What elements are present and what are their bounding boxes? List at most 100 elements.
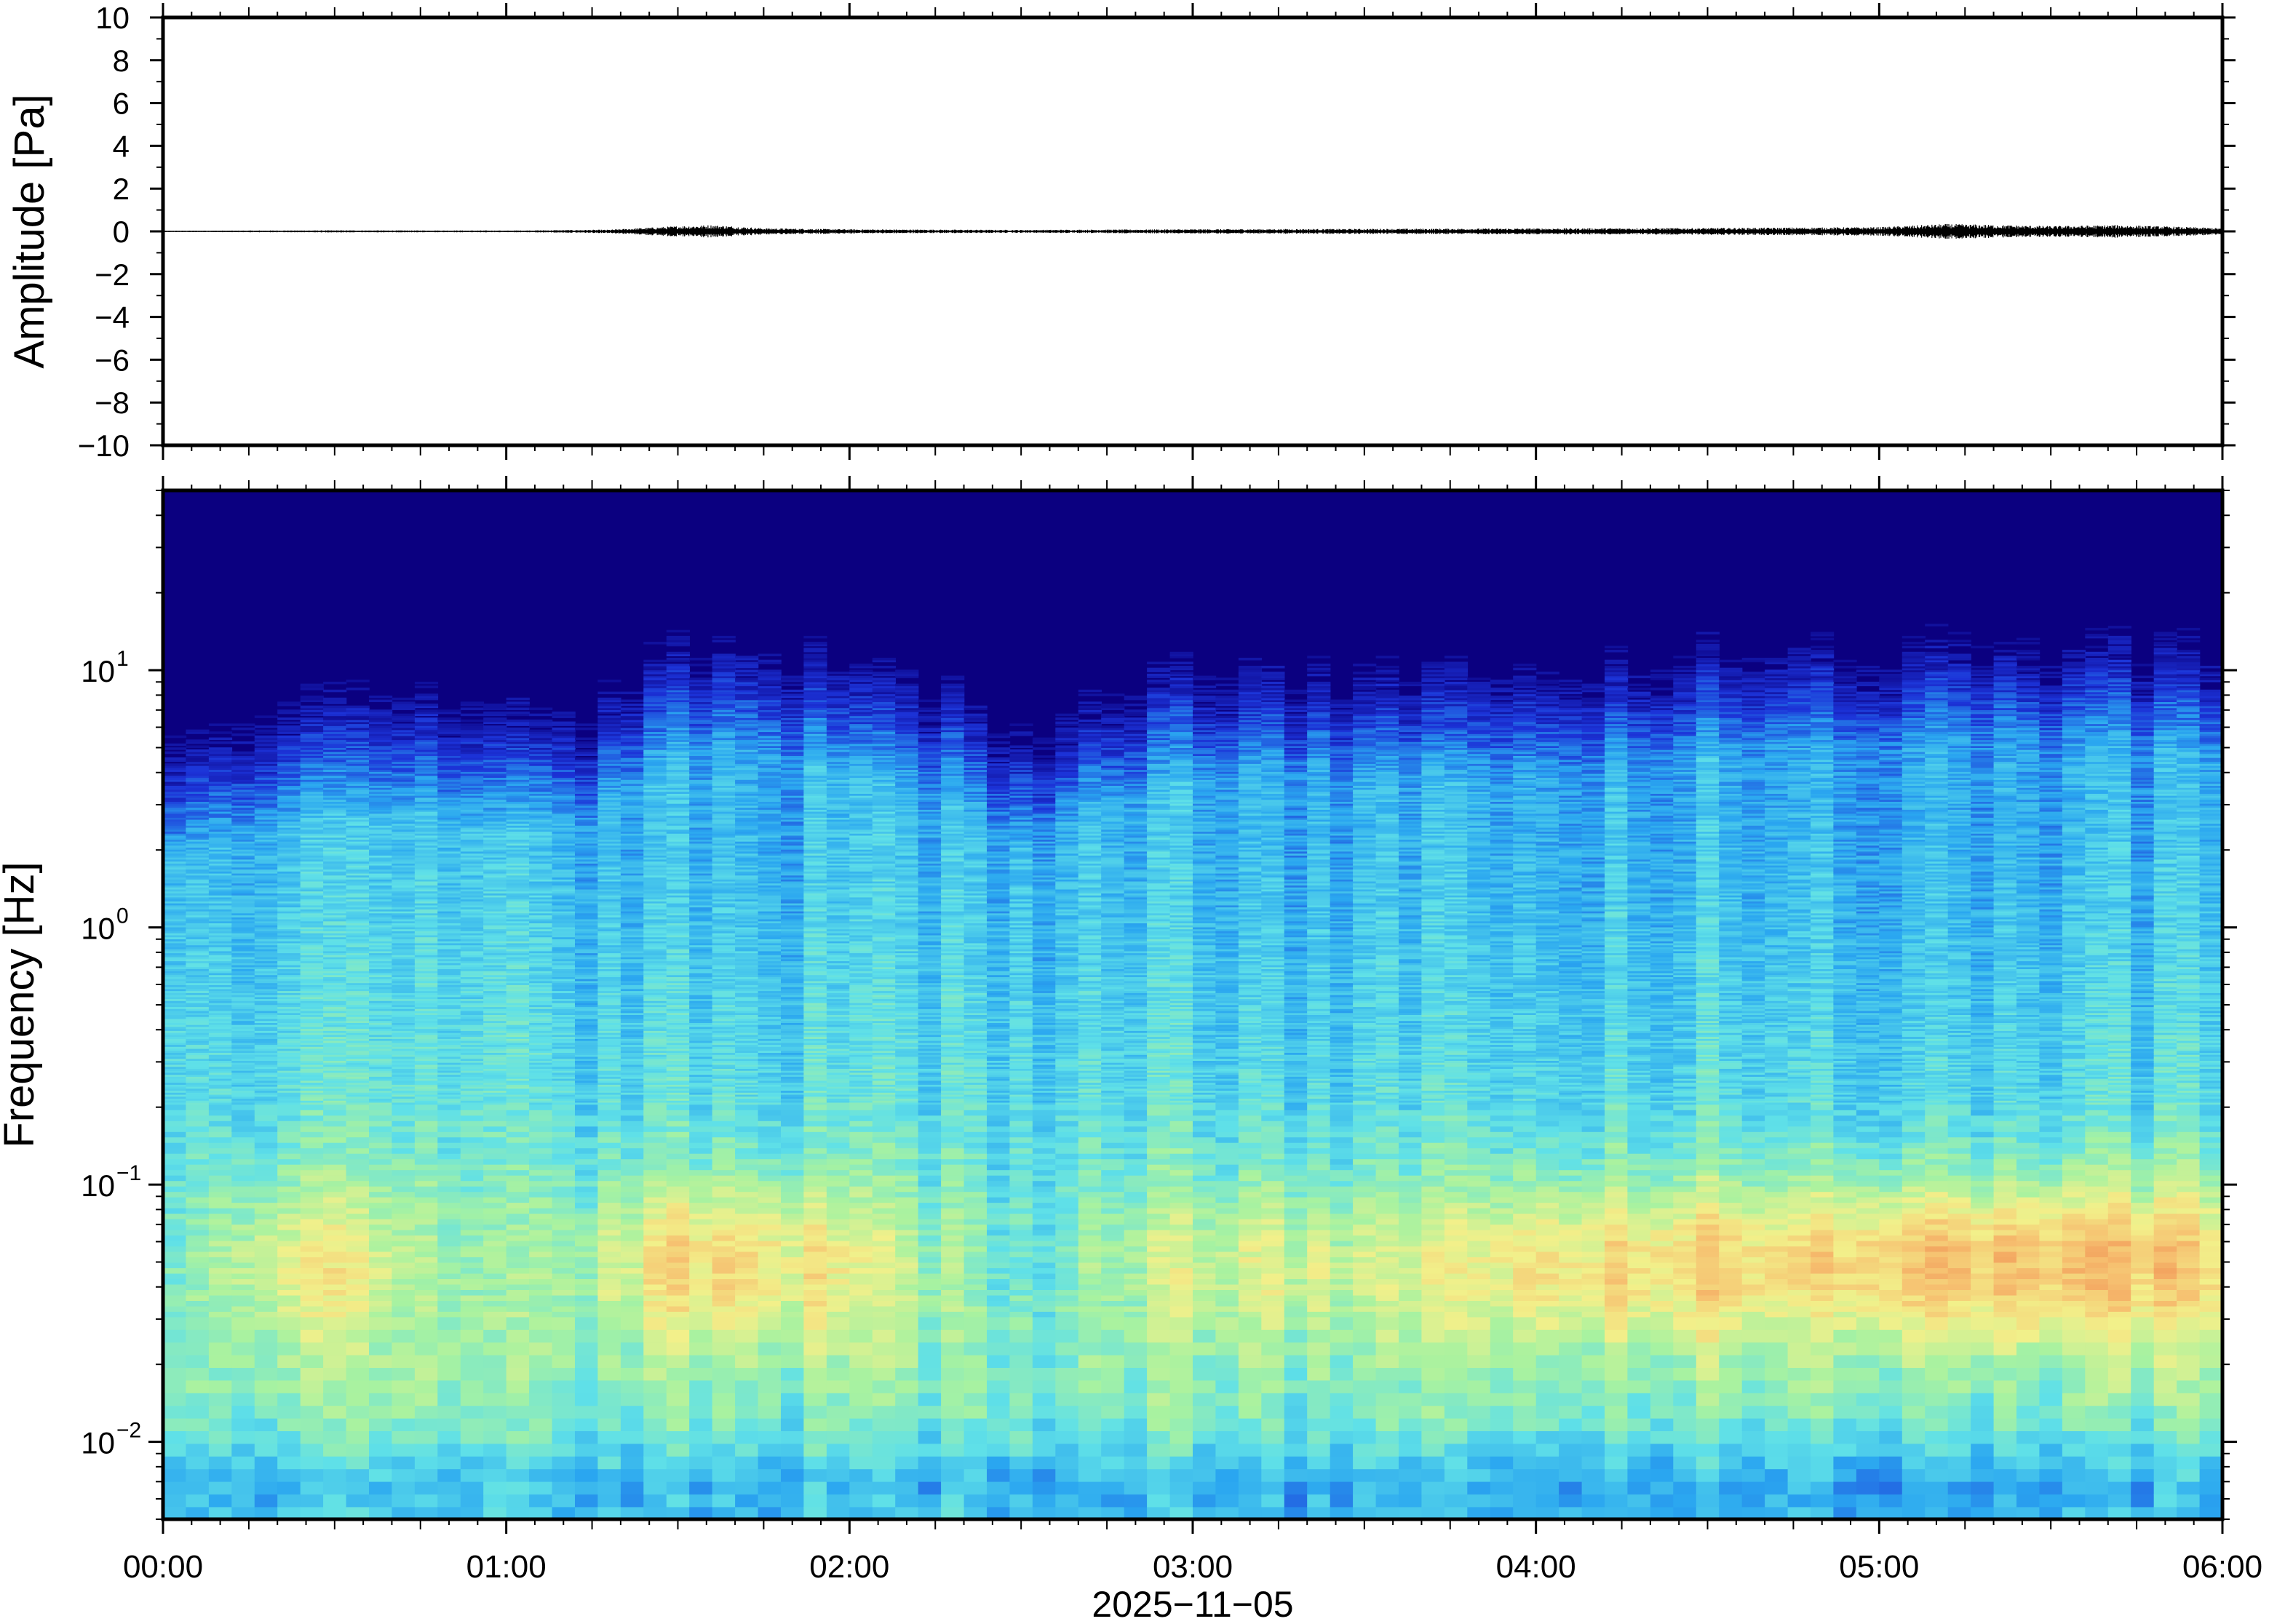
- spectrogram-cell: [460, 1213, 484, 1219]
- spectrogram-cell: [575, 1163, 599, 1171]
- spectrogram-cell: [277, 1405, 301, 1419]
- spectrogram-cell: [277, 1153, 301, 1160]
- spectrogram-cell: [277, 1443, 301, 1457]
- spectrogram-cell: [208, 1305, 233, 1312]
- spectrogram-cell: [506, 1202, 530, 1209]
- spectrogram-cell: [163, 1121, 187, 1127]
- spectrogram-cell: [392, 1367, 416, 1381]
- spectrogram-cell: [575, 1153, 599, 1160]
- spectrogram-cell: [277, 1430, 301, 1444]
- spectrogram-cell: [163, 1367, 187, 1381]
- spectrogram-cell: [163, 1380, 187, 1393]
- spectrogram-cell: [597, 1126, 621, 1132]
- spectrogram-cell: [552, 1185, 576, 1193]
- spectrogram-cell: [506, 1481, 530, 1494]
- spectrogram-cell: [163, 1142, 187, 1149]
- spectrogram-cell: [300, 1329, 324, 1343]
- spectrogram-cell: [369, 1289, 393, 1296]
- spectrogram-cell: [392, 1174, 416, 1182]
- spectrogram-cell: [506, 1240, 530, 1247]
- spectrogram-cell: [323, 1218, 347, 1225]
- spectrogram-cell: [460, 1273, 484, 1279]
- spectrogram-cell: [506, 1354, 530, 1368]
- spectrogram-cell: [483, 1305, 507, 1312]
- spectrogram-cell: [460, 1104, 484, 1110]
- spectrogram-cell: [254, 729, 278, 733]
- spectrogram-cell: [186, 1163, 210, 1171]
- spectrogram-cell: [414, 1126, 439, 1132]
- spectrogram-cell: [529, 1300, 553, 1307]
- spectrogram-cell: [208, 1213, 233, 1219]
- spectrogram-cell: [414, 1147, 439, 1154]
- spectrogram-cell: [575, 1235, 599, 1241]
- spectrogram-cell: [186, 1456, 210, 1470]
- spectrogram-cell: [346, 1229, 370, 1236]
- spectrogram-cell: [254, 1262, 278, 1268]
- spectrogram-cell: [208, 1196, 233, 1203]
- spectrogram-cell: [277, 1163, 301, 1171]
- spectrogram-cell: [163, 1273, 187, 1279]
- spectrogram-cell: [552, 1430, 576, 1444]
- spectrogram-cell: [186, 1494, 210, 1508]
- spectrogram-cell: [575, 1311, 599, 1318]
- spectrogram-cell: [346, 1163, 370, 1171]
- spectrogram-cell: [414, 1207, 439, 1214]
- spectrogram-cell: [529, 1329, 553, 1343]
- spectrogram-cell: [346, 1104, 370, 1110]
- spectrogram-cell: [323, 1229, 347, 1236]
- spectrogram-cell: [575, 1417, 599, 1431]
- spectrogram-cell: [163, 1289, 187, 1296]
- spectrogram-cell: [208, 1430, 233, 1444]
- spectrogram-cell: [597, 1224, 621, 1230]
- spectrogram-cell: [346, 1147, 370, 1154]
- spectrogram-cell: [437, 1456, 461, 1470]
- spectrogram-cell: [529, 707, 553, 710]
- spectrogram-cell: [506, 1229, 530, 1236]
- spectrogram-cell: [231, 1202, 255, 1209]
- spectrogram-cell: [460, 1329, 484, 1343]
- spectrogram-cell: [277, 1191, 301, 1198]
- spectrogram-cell: [460, 719, 484, 723]
- spectrogram-cell: [529, 1131, 553, 1138]
- spectrogram-cell: [369, 1278, 393, 1285]
- spectrogram-cell: [369, 1257, 393, 1263]
- spectrogram-cell: [300, 1104, 324, 1110]
- spectrogram-cell: [575, 1456, 599, 1470]
- spectrogram-cell: [529, 1273, 553, 1279]
- spectrogram-cell: [597, 1115, 621, 1121]
- spectrogram-cell: [231, 723, 255, 726]
- spectrogram-cell: [460, 1367, 484, 1381]
- spectrogram-cell: [369, 1456, 393, 1470]
- spectrogram-cell: [346, 680, 370, 682]
- spectrogram-cell: [460, 1305, 484, 1312]
- spectrogram-cell: [323, 1121, 347, 1127]
- spectrogram-cell: [529, 1283, 553, 1290]
- spectrogram-cell: [506, 1329, 530, 1343]
- spectrogram-cell: [231, 1367, 255, 1381]
- spectrogram-cell: [323, 1417, 347, 1431]
- spectrogram-cell: [437, 1494, 461, 1508]
- spectrogram-cell: [460, 1300, 484, 1307]
- spectrogram-cell: [437, 1180, 461, 1187]
- spectrogram-cell: [346, 1262, 370, 1268]
- spectrogram-cell: [414, 1191, 439, 1198]
- spectrogram-cell: [392, 1294, 416, 1301]
- spectrogram-cell: [186, 1278, 210, 1285]
- spectrogram-cell: [277, 1213, 301, 1219]
- spectrogram-cell: [208, 1174, 233, 1182]
- spectrogram-cell: [437, 1257, 461, 1263]
- spectrogram-cell: [208, 1300, 233, 1307]
- spectrogram-cell: [254, 1213, 278, 1219]
- spectrogram-cell: [300, 1121, 324, 1127]
- spectrogram-cell: [277, 1246, 301, 1252]
- spectrogram-cell: [506, 1367, 530, 1381]
- spectrogram-cell: [414, 1224, 439, 1230]
- spectrogram-cell: [552, 1174, 576, 1182]
- spectrogram-cell: [597, 1169, 621, 1176]
- spectrogram-cell: [483, 1294, 507, 1301]
- spectrogram-cell: [575, 1207, 599, 1214]
- spectrogram-cell: [552, 1393, 576, 1406]
- spectrogram-cell: [460, 1289, 484, 1296]
- spectrogram-cell: [460, 1163, 484, 1171]
- spectrogram-cell: [323, 1202, 347, 1209]
